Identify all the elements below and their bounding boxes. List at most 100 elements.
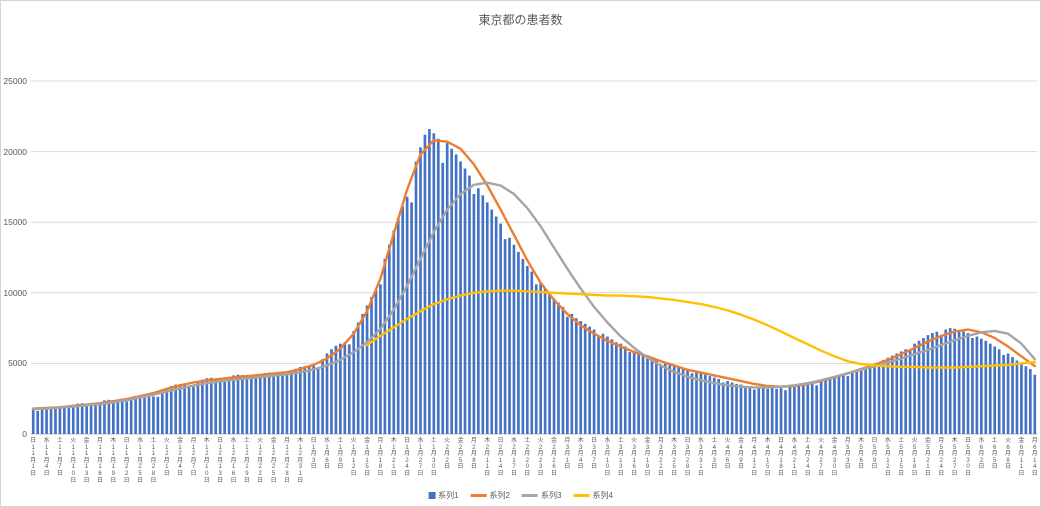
legend-label: 系列4 <box>592 491 613 500</box>
legend-label: 系列2 <box>489 491 510 500</box>
line-marker-icon <box>573 494 590 497</box>
bar-marker-icon <box>428 492 436 499</box>
legend-label: 系列1 <box>438 491 459 500</box>
y-axis-label: 20000 <box>3 146 27 157</box>
y-axis-label: 5000 <box>8 358 27 369</box>
legend-item-系列3[interactable]: 系列3 <box>522 490 561 501</box>
legend-item-系列2[interactable]: 系列2 <box>470 490 510 501</box>
legend-item-系列1[interactable]: 系列1 <box>428 490 459 501</box>
y-axis-label: 25000 <box>3 76 27 86</box>
line-系列4[interactable] <box>365 289 1036 369</box>
y-axis-label: 0 <box>22 429 27 439</box>
line-系列3[interactable] <box>32 181 1036 411</box>
line-marker-icon <box>470 494 487 497</box>
gridlines <box>31 80 1037 435</box>
legend-item-系列4[interactable]: 系列4 <box>573 490 613 501</box>
bar-series-1[interactable] <box>31 129 1037 435</box>
chart-title: 東京都の患者数 <box>478 13 563 27</box>
y-axis-label: 10000 <box>3 287 27 298</box>
legend-label: 系列3 <box>541 491 562 500</box>
line-marker-icon <box>522 494 538 497</box>
legend: 系列1 系列2 系列3 系列4 <box>423 489 618 502</box>
